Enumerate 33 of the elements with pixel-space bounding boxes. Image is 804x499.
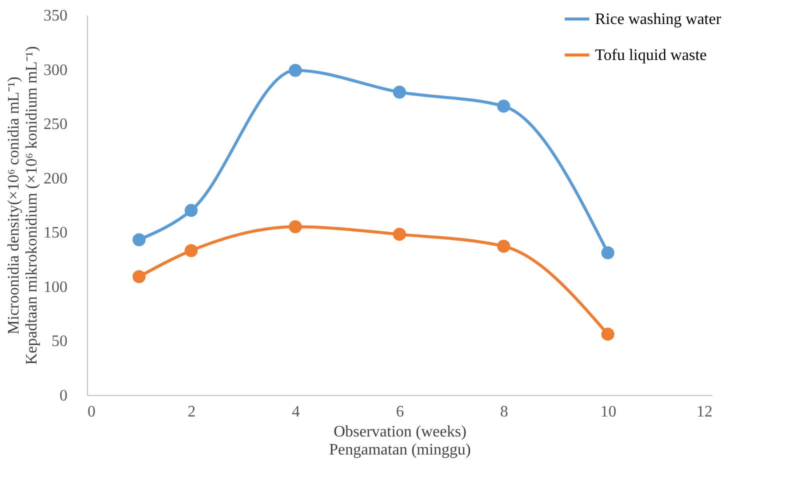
- text: Microonidia density(×10⁶ conidia mL⁻¹): [6, 76, 22, 334]
- x-tick-label: 6: [396, 404, 404, 420]
- point: [132, 233, 146, 246]
- point: [601, 328, 614, 341]
- x-tick-label: 4: [292, 404, 300, 420]
- y-tick-label: 150: [44, 224, 68, 242]
- point: [497, 240, 510, 253]
- x-tick-label: 0: [88, 404, 96, 420]
- text: Kepadtaan mikrokonidium (×10⁶ konidium mL⁻¹): [24, 46, 40, 365]
- point: [184, 204, 198, 217]
- legend-label: Rice washing water: [595, 11, 722, 28]
- x-tick-label: 8: [500, 404, 508, 420]
- y-tick-label: 300: [44, 62, 68, 79]
- point: [184, 244, 198, 258]
- point: [288, 220, 302, 234]
- y-tick-label: 0: [60, 388, 68, 404]
- point: [392, 228, 406, 241]
- text: Pengamatan (minggu): [329, 442, 471, 458]
- point: [132, 270, 146, 284]
- point: [288, 64, 302, 77]
- legend-label: Tofu liquid waste: [595, 47, 707, 64]
- point: [601, 246, 614, 260]
- text: Observation (weeks): [334, 424, 466, 440]
- y-tick-label: 250: [44, 116, 68, 134]
- y-tick-label: 100: [44, 278, 68, 296]
- x-tick-label: 2: [188, 404, 196, 420]
- y-tick-label: 200: [44, 170, 68, 188]
- y-tick-label: 50: [52, 333, 68, 350]
- y-tick-label: 350: [44, 8, 68, 24]
- x-tick-label: 10: [600, 404, 616, 420]
- point: [392, 86, 406, 99]
- x-tick-label: 12: [696, 404, 712, 420]
- point: [497, 100, 510, 113]
